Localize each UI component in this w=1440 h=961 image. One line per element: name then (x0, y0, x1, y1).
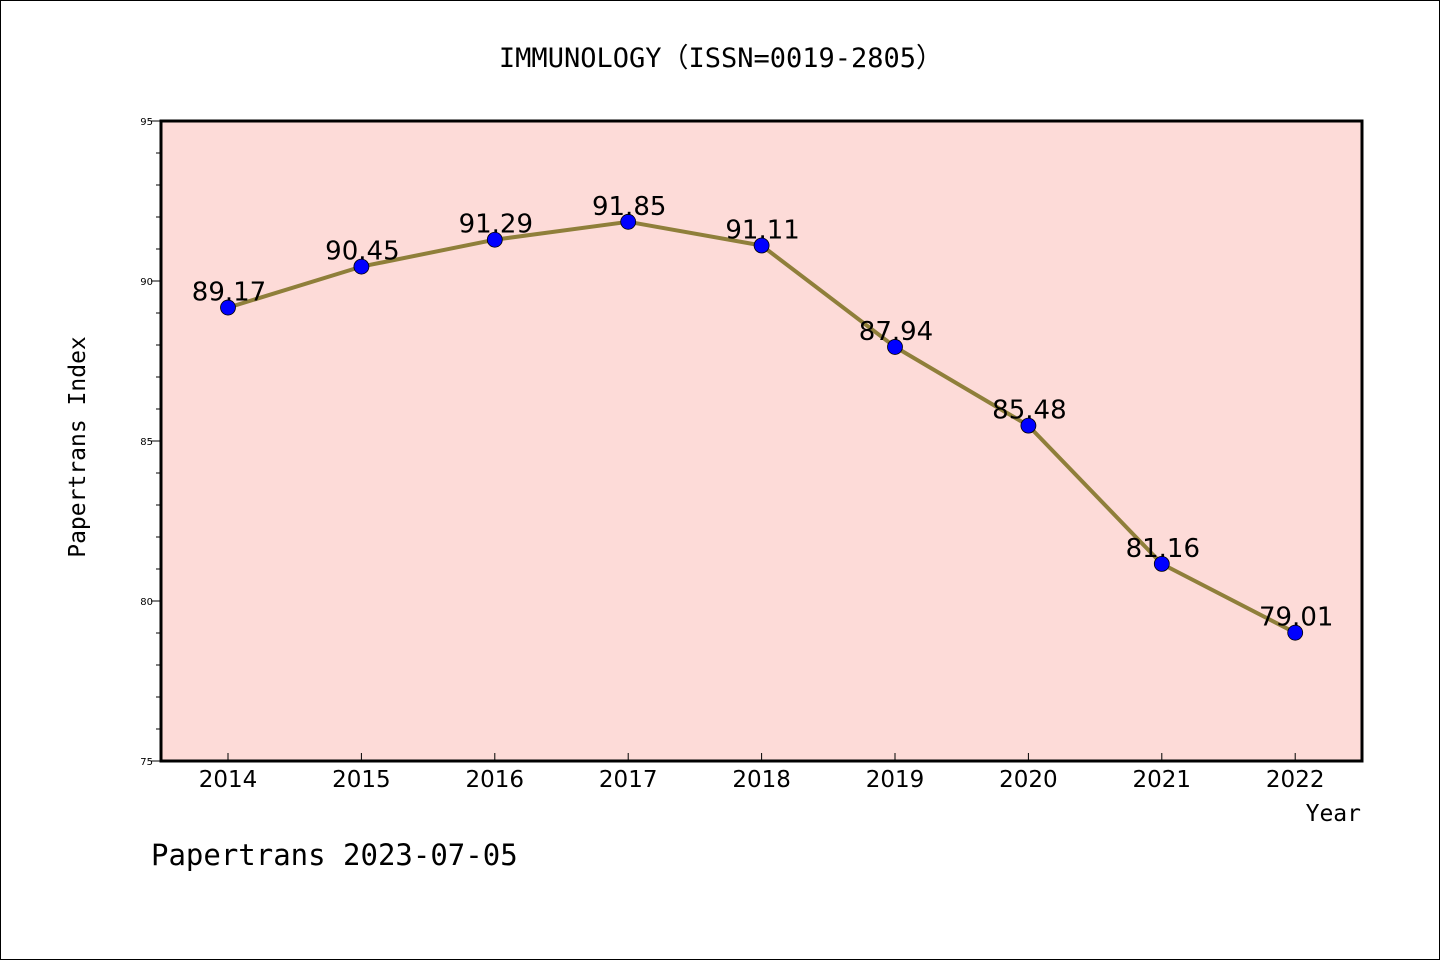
data-point (753, 237, 770, 254)
data-label: 79.01 (1259, 603, 1333, 633)
x-tick-label: 2020 (999, 767, 1058, 793)
data-point (1153, 555, 1170, 572)
y-axis: 75 80 85 90 95 (140, 117, 161, 768)
data-point (887, 339, 903, 355)
data-label: 89.17 (192, 278, 266, 308)
x-tick-label: 2018 (732, 767, 791, 793)
y-tick-label: 85 (140, 437, 153, 448)
data-point (353, 258, 370, 275)
data-point (1287, 624, 1304, 641)
x-tick-label: 2017 (599, 767, 658, 793)
x-axis-label: Year (1306, 801, 1361, 827)
x-tick-label: 2016 (466, 767, 525, 793)
data-label: 90.45 (325, 237, 399, 267)
x-tick-label: 2014 (199, 767, 258, 793)
y-tick-label: 80 (140, 597, 153, 608)
x-tick-label: 2015 (332, 767, 391, 793)
data-label: 91.29 (459, 210, 533, 240)
data-label: 91.11 (725, 215, 799, 245)
y-axis-label: Papertrans Index (65, 336, 91, 558)
data-point (220, 299, 236, 316)
x-tick-label: 2021 (1133, 767, 1192, 793)
data-label: 87.94 (859, 317, 933, 347)
data-label: 85.48 (992, 396, 1066, 426)
footer-text: Papertrans 2023-07-05 (151, 838, 518, 872)
y-tick-label: 90 (140, 277, 153, 288)
x-tick-label: 2022 (1266, 767, 1325, 793)
data-markers (220, 213, 1304, 641)
y-tick-label: 95 (140, 117, 153, 128)
data-point (620, 213, 637, 230)
data-label: 81.16 (1126, 534, 1200, 564)
plot-border (159, 119, 1364, 763)
plot-area (161, 121, 1362, 761)
data-labels: 89.17 90.45 91.29 91.85 91.11 87.94 85.48 81.16… (192, 192, 1334, 633)
data-label: 91.85 (592, 192, 666, 222)
data-point (1020, 417, 1037, 434)
x-axis: 2014 2015 2016 2017 2018 2019 2020 2021 2022 (199, 753, 1325, 793)
chart-title: IMMUNOLOGY（ISSN=0019-2805） (499, 43, 943, 74)
data-point (486, 231, 503, 248)
y-tick-label: 75 (140, 757, 153, 768)
x-tick-label: 2019 (866, 767, 925, 793)
